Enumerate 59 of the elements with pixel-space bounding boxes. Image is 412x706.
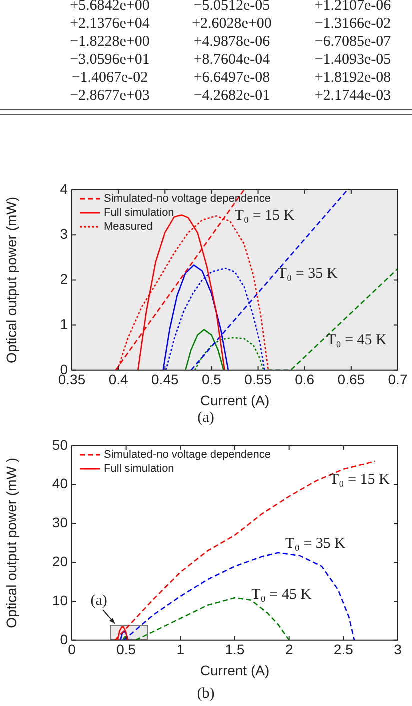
text: +1.8192e-08: [314, 69, 392, 87]
x-tick-label: 0.5: [116, 642, 136, 658]
text: +8.7604e-04: [194, 51, 270, 69]
x-tick-label: 0.5: [202, 372, 222, 388]
x-axis-title: Current (A): [200, 662, 270, 678]
x-axis-title: Current (A): [200, 392, 270, 408]
y-tick-label: 50: [52, 436, 68, 453]
x-tick-label: 0.6: [295, 372, 315, 388]
y-tick-label: 0: [60, 631, 68, 648]
text: −1.4067e-02: [72, 69, 148, 87]
text: +5.6842e+00: [70, 0, 150, 15]
x-tick-label: 0.55: [244, 372, 272, 388]
text: −2.8677e+03: [70, 87, 150, 105]
x-tick-label: 0.65: [338, 372, 366, 388]
text: −1.3166e-02: [314, 15, 392, 33]
text: −5.0512e-05: [194, 0, 270, 15]
x-tick-label: 3: [394, 642, 402, 658]
legend-label: Simulated-no voltage dependence: [104, 449, 271, 462]
legend-label: Full simulation: [104, 207, 174, 220]
annotation: T₀ = 15 K: [234, 208, 295, 224]
y-tick-label: 1: [60, 316, 68, 332]
text: +1.2107e-06: [314, 0, 392, 15]
text: +2.1744e-03: [314, 87, 392, 105]
y-tick-label: 3: [60, 226, 68, 242]
text: +2.1376e+04: [70, 15, 150, 33]
y-tick-label: 40: [52, 476, 68, 492]
text: −1.8228e+00: [70, 33, 150, 51]
annotation: (a): [90, 593, 108, 610]
x-tick-label: 2.5: [334, 642, 354, 658]
legend-label: Measured: [104, 221, 153, 234]
text: +2.6028e+00: [192, 15, 272, 33]
annotation: T₀ = 15 K: [330, 472, 390, 488]
x-tick-label: 0.4: [108, 372, 129, 388]
y-tick-label: 10: [52, 592, 68, 608]
annotation: T₀ = 45 K: [326, 332, 388, 349]
text: −3.0596e+01: [70, 51, 150, 69]
text: −1.4093e-05: [314, 51, 392, 69]
x-tick-label: 2: [285, 642, 294, 658]
text: +4.9878e-06: [194, 33, 270, 51]
legend-label: Full simulation: [104, 463, 174, 476]
x-tick-label: 1: [176, 642, 185, 658]
y-tick-label: 4: [60, 180, 68, 197]
text: (a): [196, 410, 216, 427]
text: (b): [196, 686, 216, 703]
text: −4.2682e-01: [194, 87, 270, 105]
y-tick-label: 2: [60, 271, 68, 288]
x-tick-label: 0.45: [152, 372, 179, 388]
annotation: T₀ = 45 K: [252, 586, 312, 603]
text: −6.7085e-07: [314, 33, 392, 51]
annotation: T₀ = 35 K: [286, 536, 346, 552]
x-tick-label: 0.7: [388, 372, 408, 388]
y-tick-label: 30: [52, 514, 68, 531]
text: +6.6497e-08: [194, 69, 270, 87]
y-axis-title: Optical output power (mW ): [3, 458, 20, 628]
y-tick-label: 20: [52, 554, 68, 570]
legend-label: Simulated-no voltage dependence: [104, 193, 271, 206]
y-axis-title: Optical output power (mW): [3, 196, 20, 364]
x-tick-label: 1.5: [225, 642, 245, 658]
annotation: T₀ = 35 K: [278, 266, 338, 282]
